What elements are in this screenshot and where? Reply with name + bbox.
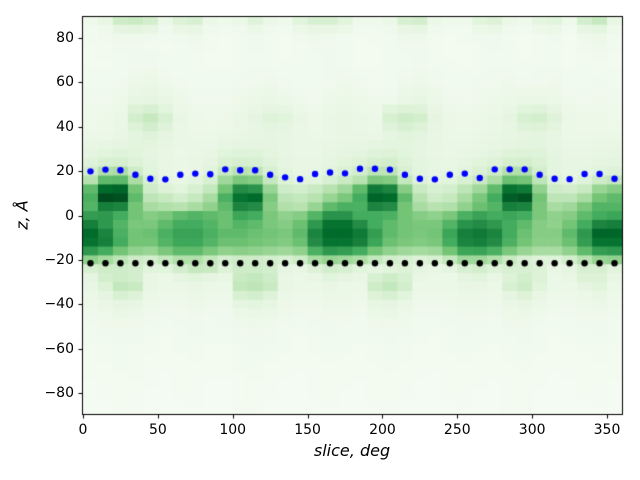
y-tick-label: 0 [65,207,74,224]
x-tick-label: 100 [219,422,247,438]
x-tick-label: 0 [78,422,88,438]
x-tick-label: 300 [518,422,546,438]
x-tick-label: 50 [148,422,167,438]
x-axis-title: slice, deg [313,441,391,460]
y-tick-label: −40 [44,296,74,313]
x-tick-label: 150 [294,422,321,438]
y-tick-label: 40 [56,118,74,135]
x-tick-label: 200 [369,422,396,438]
y-tick-label: 60 [56,74,74,91]
y-axis-title: z, Å [12,200,32,230]
y-tick-label: −20 [44,251,74,268]
y-tick-label: 20 [56,163,74,180]
y-tick-label: 80 [56,30,74,47]
x-tick-label: 250 [443,422,471,438]
x-tick-label: 350 [593,422,621,438]
y-tick-label: −60 [44,340,74,357]
y-tick-label: −80 [44,384,74,401]
